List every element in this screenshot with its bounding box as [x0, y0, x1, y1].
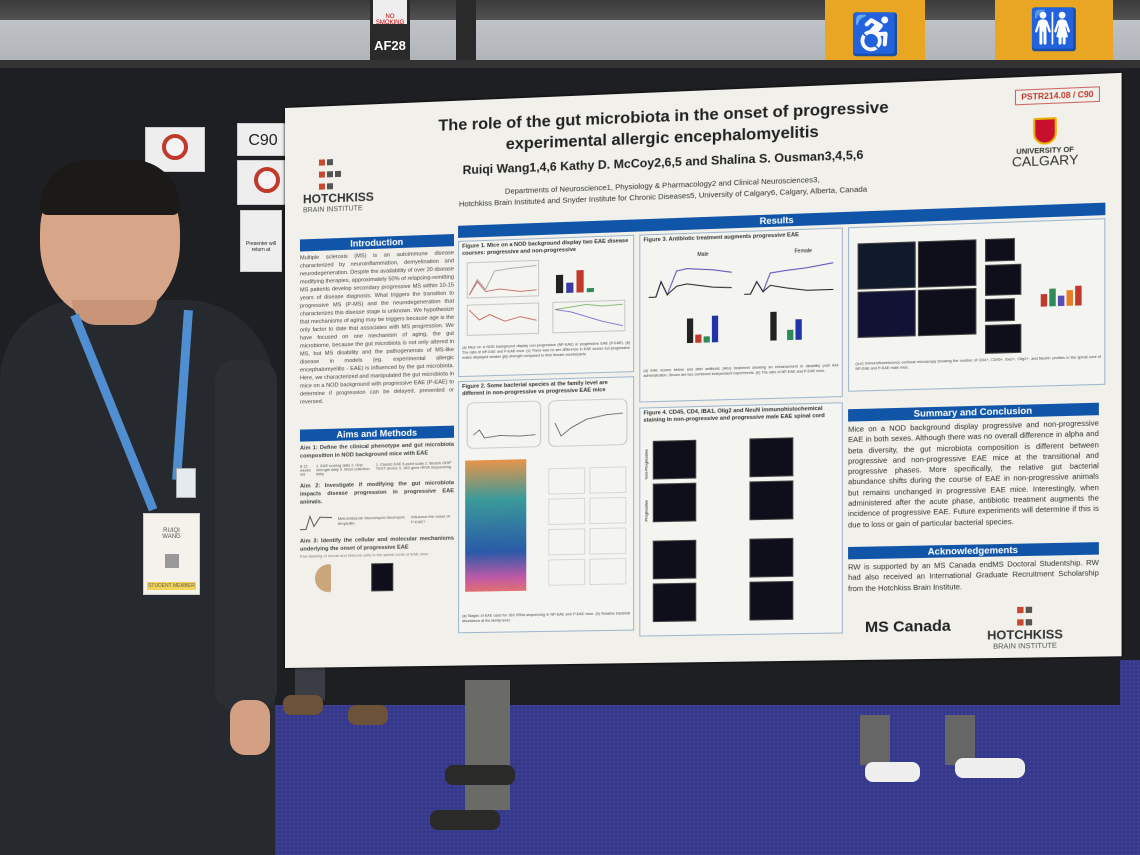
- microscopy-image: [985, 324, 1021, 354]
- person-hand: [230, 700, 270, 755]
- hotchkiss-logo: HOTCHKISS BRAIN INSTITUTE: [987, 603, 1063, 654]
- research-poster: PSTR214.08 / C90 The role of the gut mic…: [285, 73, 1122, 668]
- diagram-label: Metronidazole Vancomycin Neomycin Ampici…: [338, 514, 405, 525]
- figure-2: Figure 2. Some bacterial species at the …: [458, 376, 634, 633]
- no-camera-icon: [254, 167, 280, 193]
- introduction-section: Introduction Multiple sclerosis (MS) is …: [300, 234, 454, 407]
- microscopy-image: [653, 583, 697, 622]
- logo-sub: BRAIN INSTITUTE: [987, 640, 1063, 654]
- microscopy-image: [371, 563, 393, 592]
- qr-code-icon: [165, 554, 179, 568]
- poster-board-base: [270, 660, 1120, 705]
- figure-caption: (a) EAE scores before and after antibiot…: [640, 363, 841, 379]
- shoe: [430, 810, 500, 830]
- aim1-diagram: 8-12 weeks old 1. EAE scoring daily 2. G…: [300, 461, 454, 477]
- microscopy-image: [749, 581, 793, 621]
- row-label: Non-Progressive: [643, 449, 648, 479]
- section-heading: Introduction: [300, 234, 454, 251]
- microscopy-image: [749, 480, 793, 520]
- figure-1-plots: [459, 254, 633, 341]
- diagram-label: 8-12 weeks old: [300, 464, 313, 476]
- calgary-logo: UNIVERSITY OF CALGARY: [1012, 116, 1079, 168]
- sneaker: [955, 758, 1025, 778]
- diagram-label: 1. EAE scoring daily 2. Grip strength da…: [316, 463, 373, 476]
- aims-section: Aims and Methods Aim 1: Define the clini…: [300, 426, 454, 593]
- microscopy-image: [749, 538, 793, 578]
- leg: [465, 680, 510, 810]
- microscopy-image: [918, 239, 977, 287]
- microscopy-image: [985, 298, 1015, 322]
- pillar-label: AF28: [370, 38, 410, 53]
- microscopy-image: [918, 288, 977, 336]
- logo-line: CALGARY: [1012, 154, 1079, 169]
- female-label: Female: [794, 248, 812, 255]
- acknowledgements-section: Acknowledgements RW is supported by an M…: [848, 542, 1099, 594]
- spinal-cord-icon: [315, 564, 331, 592]
- shoe: [445, 765, 515, 785]
- aim-text: Aim 2: Investigate if modifying the gut …: [300, 479, 454, 507]
- figure-5: (a-e) Immunofluorescence confocal micros…: [848, 218, 1105, 392]
- person-neck: [72, 300, 157, 325]
- figure-3-plots: [640, 240, 841, 364]
- figure-4: Figure 4. CD45, CD4, IBA1, Olig2 and Neu…: [639, 402, 842, 636]
- no-camera-icon: [162, 134, 188, 160]
- microscopy-image: [858, 241, 916, 289]
- crest-icon: [1033, 117, 1057, 145]
- poster-code: PSTR214.08 / C90: [1015, 86, 1100, 105]
- diagram-label: Influence the onset of P-EAE?: [411, 513, 454, 524]
- microscopy-image: [653, 440, 697, 480]
- summary-text: Mice on a NOD background display progres…: [848, 418, 1099, 530]
- sneaker: [865, 762, 920, 782]
- leg: [860, 715, 890, 765]
- aim3-diagram: [315, 562, 454, 593]
- microscopy-image: [653, 483, 697, 523]
- logo-sub: BRAIN INSTITUTE: [303, 203, 374, 218]
- figure-3: Figure 3. Antibiotic treatment augments …: [639, 227, 842, 402]
- presenter-note: Presenter will return at: [240, 210, 282, 272]
- shoe: [348, 705, 388, 725]
- name-badge: RUIQI WANG STUDENT MEMBER: [143, 513, 200, 595]
- acknowledgements-text: RW is supported by an MS Canada endMS Do…: [848, 558, 1099, 594]
- person-arm: [215, 360, 277, 710]
- section-heading: Acknowledgements: [848, 542, 1099, 559]
- hotchkiss-mark-icon: [318, 155, 358, 193]
- aim2-diagram: Metronidazole Vancomycin Neomycin Ampici…: [300, 508, 454, 531]
- microscopy-image: [749, 437, 793, 477]
- figure-caption: (a-e) Immunofluorescence confocal micros…: [855, 355, 1101, 372]
- shoe: [283, 695, 323, 715]
- microscopy-image: [985, 238, 1015, 262]
- aim-text: Aim 1: Define the clinical phenotype and…: [300, 441, 454, 461]
- figure-title: Figure 4. CD45, CD4, IBA1, Olig2 and Neu…: [640, 403, 841, 427]
- microscopy-image: [858, 290, 916, 338]
- figure-caption: (a) Mice on a NOD background display non…: [459, 341, 633, 361]
- lanyard-pin: [176, 468, 196, 498]
- no-smoking-sign: NO SMOKING: [373, 0, 407, 24]
- figure-1: Figure 1. Mice on a NOD background displ…: [458, 235, 634, 377]
- microscopy-image: [653, 540, 697, 580]
- microscopy-image: [985, 264, 1021, 296]
- introduction-text: Multiple sclerosis (MS) is an autoimmune…: [300, 249, 454, 406]
- diagram-label: 1. Classic EAE 5-point scale 2. Bioseb G…: [376, 461, 454, 475]
- figure-2-plots: [459, 396, 633, 628]
- hotchkiss-mark-icon: [987, 603, 1063, 629]
- section-heading: Aims and Methods: [300, 426, 454, 442]
- board-number: C90: [237, 123, 289, 156]
- male-label: Male: [697, 252, 708, 259]
- person-hair: [40, 160, 180, 215]
- hotchkiss-logo: HOTCHKISS BRAIN INSTITUTE: [303, 154, 374, 217]
- eae-curve-icon: [300, 511, 332, 532]
- badge-name: WANG: [144, 534, 199, 540]
- figure-5-bar-chart: [1035, 266, 1100, 310]
- row-label: Progressive: [643, 500, 648, 522]
- badge-ribbon: STUDENT MEMBER: [147, 582, 196, 590]
- summary-section: Summary and Conclusion Mice on a NOD bac…: [848, 403, 1099, 531]
- ms-canada-logo: MS Canada: [865, 617, 951, 636]
- restroom-sign-icon: 🚻: [995, 0, 1113, 60]
